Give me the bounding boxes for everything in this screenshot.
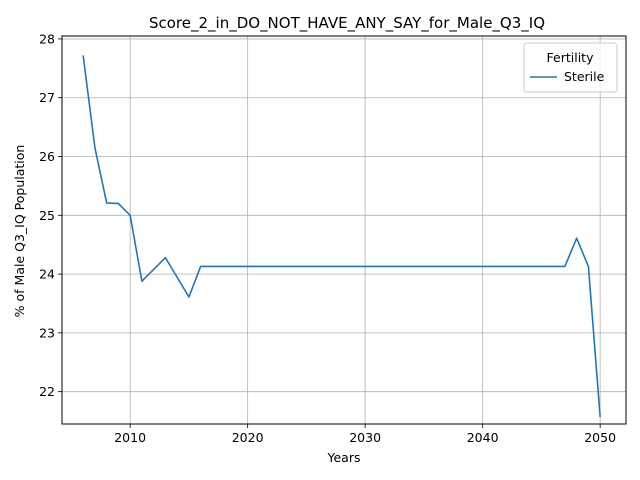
- y-tick-label: 27: [39, 90, 55, 105]
- y-tick-label: 26: [39, 149, 55, 164]
- y-tick-label: 24: [39, 267, 55, 282]
- legend-title: Fertility: [547, 50, 595, 65]
- x-tick-label: 2030: [349, 430, 381, 445]
- x-axis-ticks: 2010 2020 2030 2040 2050: [114, 424, 616, 445]
- series-line-sterile: [82, 55, 601, 418]
- legend: Fertility Sterile: [523, 42, 618, 93]
- y-tick-label: 28: [39, 31, 55, 46]
- x-tick-label: 2010: [114, 430, 146, 445]
- axes-frame: [61, 35, 627, 425]
- x-tick-label: 2050: [584, 430, 616, 445]
- x-axis-label: Years: [327, 450, 361, 465]
- gridlines: [62, 36, 626, 424]
- chart-title: Score_2_in_DO_NOT_HAVE_ANY_SAY_for_Male_…: [149, 14, 545, 33]
- y-tick-label: 23: [39, 325, 55, 340]
- legend-entry-sterile: Sterile: [564, 69, 605, 84]
- x-tick-label: 2020: [232, 430, 264, 445]
- y-tick-label: 22: [39, 384, 55, 399]
- x-tick-label: 2040: [467, 430, 499, 445]
- y-axis-ticks: 22 23 24 25 26 27 28: [39, 31, 62, 399]
- series-layer: [82, 55, 601, 418]
- y-axis-label: % of Male Q3_IQ Population: [12, 145, 27, 318]
- y-tick-label: 25: [39, 208, 55, 223]
- legend-box: [523, 42, 618, 93]
